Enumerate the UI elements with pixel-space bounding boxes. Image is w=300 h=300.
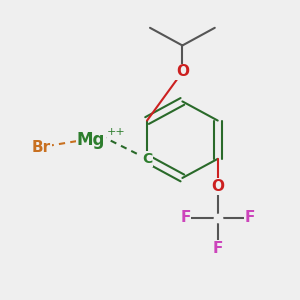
Text: Br: Br <box>32 140 51 154</box>
Text: C: C <box>142 152 152 166</box>
Text: F: F <box>180 210 190 225</box>
Text: O: O <box>176 64 189 80</box>
Text: Mg: Mg <box>77 131 105 149</box>
Text: O: O <box>211 179 224 194</box>
Text: ++: ++ <box>107 127 125 137</box>
Text: F: F <box>212 241 223 256</box>
Text: F: F <box>245 210 255 225</box>
